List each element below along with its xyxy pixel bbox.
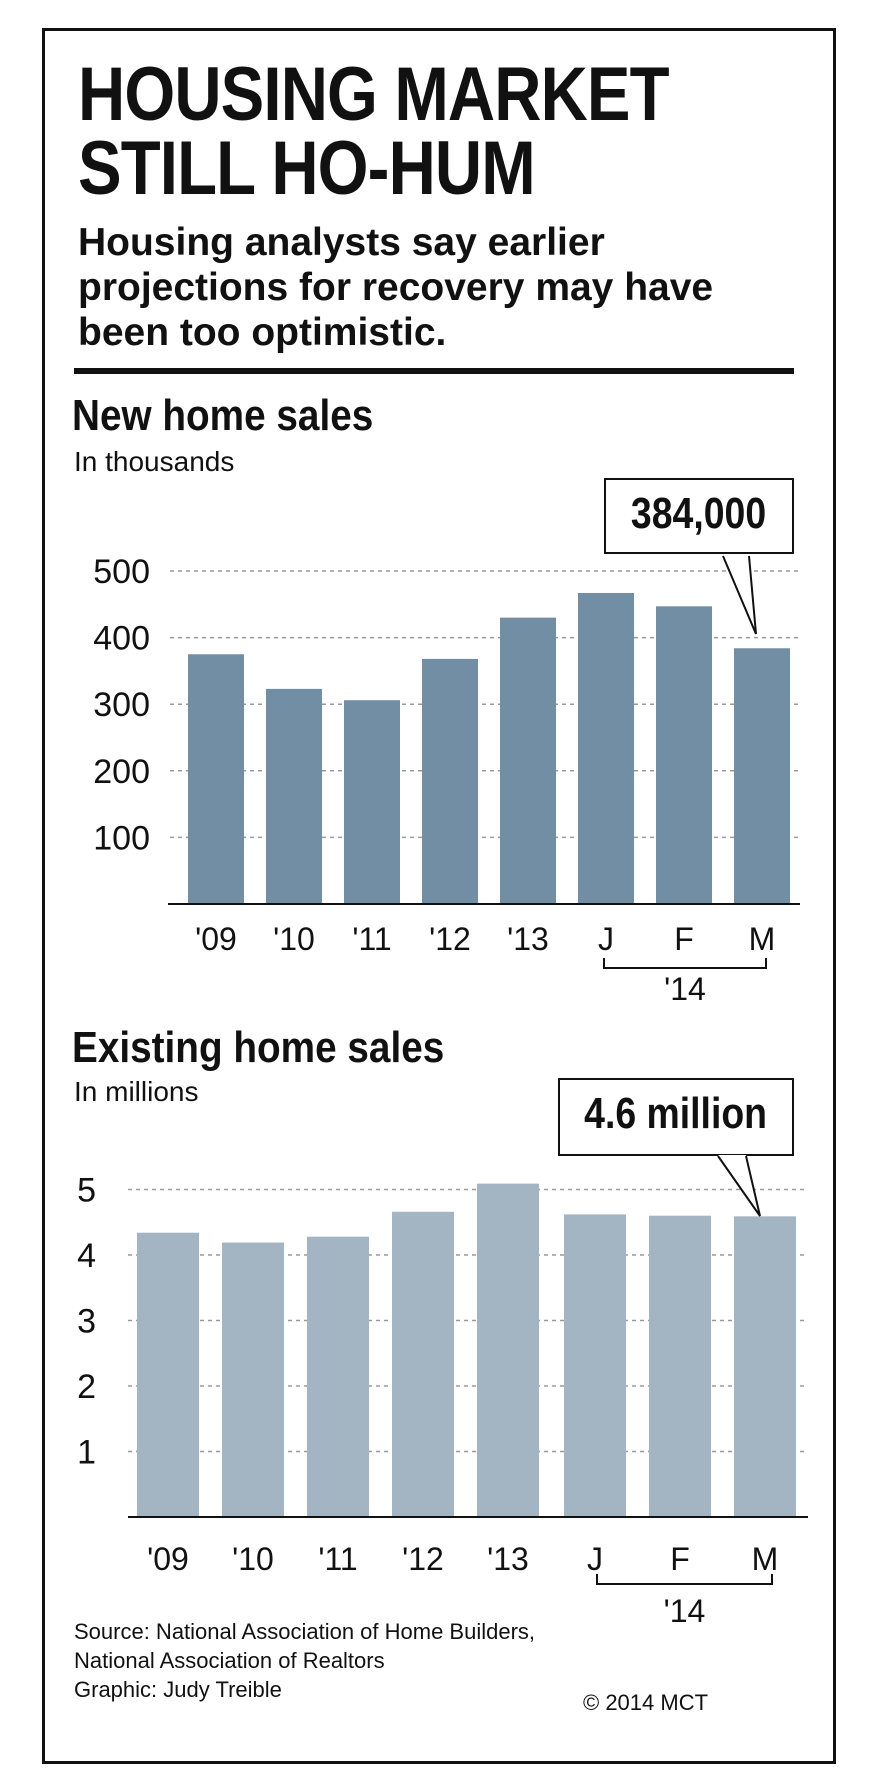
new-home-sales-x-tick-label: '11 [352,921,391,957]
existing-home-sales-callout-pointer [717,1155,761,1217]
existing-home-sales-bar [477,1183,539,1517]
existing-home-sales-bar [564,1214,626,1517]
new-home-sales-year-group-label: '14 [664,971,706,1007]
existing-home-sales-bar [307,1236,369,1517]
existing-home-sales-callout: 4.6 million [558,1078,794,1156]
new-home-sales-bar [500,617,556,904]
title-line-1: HOUSING MARKET [78,52,670,137]
new-home-sales-y-tick-label: 100 [93,819,150,857]
existing-home-sales-bar [222,1242,284,1517]
subtitle-line-1: Housing analysts say earlier [78,221,605,264]
new-home-sales-bar [344,700,400,904]
new-home-sales-title: New home sales [72,391,374,440]
existing-home-sales-year-group-label: '14 [664,1593,706,1629]
existing-home-sales-y-tick-label: 1 [77,1434,96,1472]
existing-home-sales-bar [392,1211,454,1517]
new-home-sales-year-bracket [603,958,767,969]
existing-home-sales-unit: In millions [74,1076,199,1107]
new-home-sales-x-tick-label: M [749,921,776,957]
header-divider [74,368,794,374]
new-home-sales-y-tick-label: 500 [93,553,150,591]
existing-home-sales-y-tick-label: 3 [77,1303,96,1341]
graphic-title: HOUSING MARKET STILL HO-HUM [78,57,670,207]
new-home-sales-x-tick-label: '13 [507,921,549,957]
new-home-sales-bar [578,592,634,904]
existing-home-sales-x-tick-label: '12 [402,1541,444,1577]
existing-home-sales-bar [137,1232,199,1517]
new-home-sales-y-tick-label: 400 [93,620,150,658]
existing-home-sales-x-tick-label: M [752,1541,779,1577]
new-home-sales-bar [734,648,790,904]
new-home-sales-bar [266,688,322,904]
existing-home-sales-bar [649,1215,711,1517]
new-home-sales-bar [188,654,244,904]
existing-home-sales-x-tick-label: F [670,1541,690,1577]
existing-home-sales-x-tick-label: '13 [487,1541,529,1577]
subtitle-line-3: been too optimistic. [78,311,447,354]
existing-home-sales-y-tick-label: 2 [77,1368,96,1406]
existing-home-sales-x-tick-label: '11 [318,1541,357,1577]
existing-home-sales-bar [734,1216,796,1517]
new-home-sales-x-tick-label: F [674,921,694,957]
new-home-sales-x-tick-label: '10 [273,921,315,957]
new-home-sales-callout-pointer [722,555,757,635]
subtitle-line-2: projections for recovery may have [78,266,714,309]
source-notes: Source: National Association of Home Bui… [74,1617,535,1704]
existing-home-sales-y-tick-label: 5 [77,1172,96,1210]
new-home-sales-bar [656,606,712,904]
existing-home-sales-year-bracket [596,1574,773,1585]
new-home-sales-callout-text: 384,000 [631,489,767,538]
existing-home-sales-callout-text: 4.6 million [584,1089,768,1138]
new-home-sales-y-tick-label: 300 [93,686,150,724]
new-home-sales-x-tick-label: J [598,921,614,957]
graphic-subtitle: Housing analysts say earlier projections… [78,220,713,355]
new-home-sales-unit: In thousands [74,446,235,477]
new-home-sales-x-tick-label: '09 [195,921,237,957]
existing-home-sales-x-tick-label: '10 [232,1541,274,1577]
copyright: © 2014 MCT [583,1690,709,1715]
graphic-frame [42,28,836,1764]
existing-home-sales-title: Existing home sales [72,1023,445,1072]
new-home-sales-x-tick-label: '12 [429,921,471,957]
new-home-sales-bar [422,658,478,904]
existing-home-sales-y-tick-label: 4 [77,1237,96,1275]
new-home-sales-callout: 384,000 [604,478,794,554]
existing-home-sales-x-tick-label: '09 [147,1541,189,1577]
existing-home-sales-x-tick-label: J [587,1541,603,1577]
title-line-2: STILL HO-HUM [78,126,536,211]
graphic-credit: Graphic: Judy Treible [74,1677,282,1702]
source-line-1: Source: National Association of Home Bui… [74,1619,536,1644]
new-home-sales-y-tick-label: 200 [93,753,150,791]
source-line-2: National Association of Realtors [74,1648,385,1673]
